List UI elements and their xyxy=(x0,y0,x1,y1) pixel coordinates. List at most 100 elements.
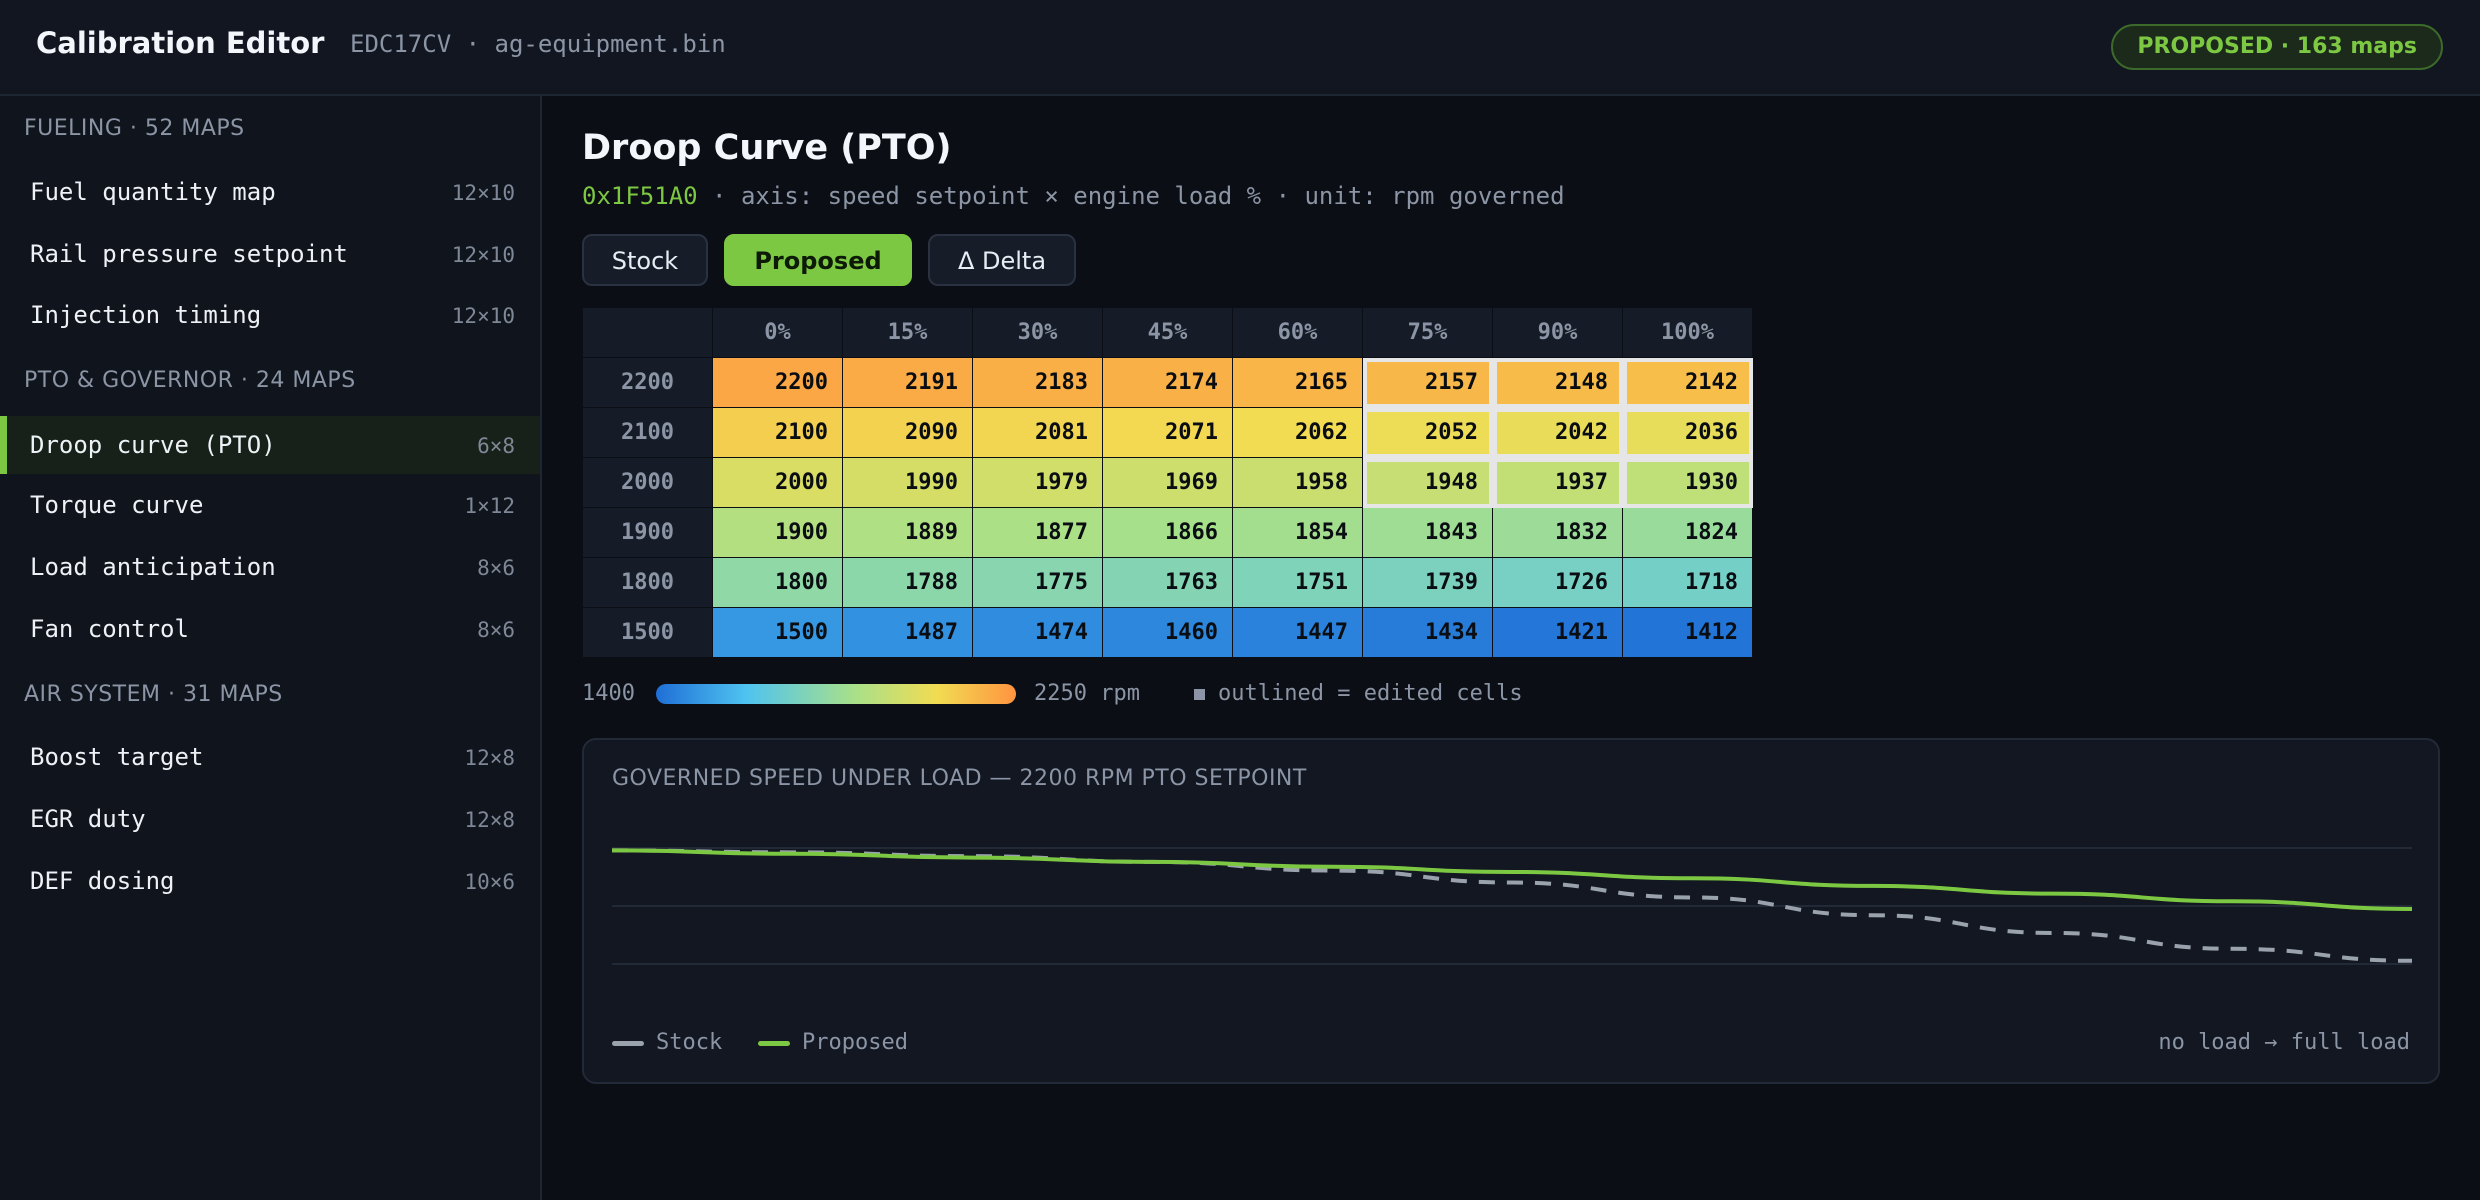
map-cell[interactable]: 1969 xyxy=(1102,457,1233,508)
map-row: 2200 2200 2191 2183 2174 2165 2157 2148 2142 xyxy=(582,357,1753,408)
map-table-body: 2200 2200 2191 2183 2174 2165 2157 2148 2142 2100… xyxy=(582,357,1753,658)
status-badge: PROPOSED · 163 maps xyxy=(2111,24,2443,70)
sidebar-item-egr-duty[interactable]: EGR duty 12×8 xyxy=(0,790,540,848)
map-cell[interactable]: 1751 xyxy=(1232,557,1363,608)
map-meta: 0x1F51A0 · axis: speed setpoint × engine… xyxy=(582,182,1565,210)
active-indicator xyxy=(0,416,7,474)
map-row: 1500 1500 1487 1474 1460 1447 1434 1421 1412 xyxy=(582,607,1753,658)
tab-stock[interactable]: Stock xyxy=(582,234,708,286)
map-cell[interactable]: 1775 xyxy=(972,557,1103,608)
column-header: 90% xyxy=(1492,307,1623,358)
map-cell[interactable]: 1889 xyxy=(842,507,973,558)
map-cell[interactable]: 2183 xyxy=(972,357,1103,408)
map-cell[interactable]: 1474 xyxy=(972,607,1103,658)
tab-proposed[interactable]: Proposed xyxy=(724,234,912,286)
map-cell[interactable]: 1739 xyxy=(1362,557,1493,608)
map-cell[interactable]: 2090 xyxy=(842,407,973,458)
map-cell[interactable]: 1930 xyxy=(1622,457,1753,508)
map-row: 2100 2100 2090 2081 2071 2062 2052 2042 2036 xyxy=(582,407,1753,458)
row-header: 1900 xyxy=(582,507,713,558)
tab-delta[interactable]: Δ Delta xyxy=(928,234,1076,286)
sidebar-section-air-system: AIR SYSTEM · 31 MAPS xyxy=(24,682,283,707)
sidebar-item-load-anticipation[interactable]: Load anticipation 8×6 xyxy=(0,538,540,596)
row-header: 1800 xyxy=(582,557,713,608)
map-cell[interactable]: 1434 xyxy=(1362,607,1493,658)
map-cell[interactable]: 1421 xyxy=(1492,607,1623,658)
map-cell[interactable]: 1460 xyxy=(1102,607,1233,658)
map-cell[interactable]: 1500 xyxy=(712,607,843,658)
sidebar-item-dims: 10×6 xyxy=(464,870,515,894)
column-header: 30% xyxy=(972,307,1103,358)
sidebar-item-dims: 12×8 xyxy=(464,746,515,770)
map-cell[interactable]: 1854 xyxy=(1232,507,1363,558)
column-header: 15% xyxy=(842,307,973,358)
map-cell[interactable]: 2157 xyxy=(1362,357,1493,408)
column-header: 100% xyxy=(1622,307,1753,358)
sidebar-item-rail-pressure-setpoint[interactable]: Rail pressure setpoint 12×10 xyxy=(0,225,540,283)
sidebar-item-injection-timing[interactable]: Injection timing 12×10 xyxy=(0,286,540,344)
map-cell[interactable]: 1726 xyxy=(1492,557,1623,608)
sidebar-item-label: Torque curve xyxy=(30,491,204,519)
sidebar-item-dims: 12×10 xyxy=(451,181,515,205)
map-cell[interactable]: 1866 xyxy=(1102,507,1233,558)
sidebar-item-label: EGR duty xyxy=(30,805,146,833)
map-cell[interactable]: 2165 xyxy=(1232,357,1363,408)
sidebar-item-def-dosing[interactable]: DEF dosing 10×6 xyxy=(0,852,540,910)
map-cell[interactable]: 1800 xyxy=(712,557,843,608)
map-cell[interactable]: 1948 xyxy=(1362,457,1493,508)
map-cell[interactable]: 1937 xyxy=(1492,457,1623,508)
map-cell[interactable]: 2174 xyxy=(1102,357,1233,408)
sidebar-item-dims: 1×12 xyxy=(464,494,515,518)
map-cell[interactable]: 2042 xyxy=(1492,407,1623,458)
sidebar-item-fuel-quantity-map[interactable]: Fuel quantity map 12×10 xyxy=(0,163,540,221)
map-cell[interactable]: 2100 xyxy=(712,407,843,458)
map-cell[interactable]: 2200 xyxy=(712,357,843,408)
sidebar-item-dims: 8×6 xyxy=(477,618,515,642)
map-cell[interactable]: 1824 xyxy=(1622,507,1753,558)
map-cell[interactable]: 1843 xyxy=(1362,507,1493,558)
sidebar-item-droop-curve[interactable]: Droop curve (PTO) 6×8 xyxy=(0,416,540,474)
sidebar-item-torque-curve[interactable]: Torque curve 1×12 xyxy=(0,476,540,534)
map-cell[interactable]: 2081 xyxy=(972,407,1103,458)
edited-cells-note: outlined = edited cells xyxy=(1218,681,1523,706)
map-cell[interactable]: 1487 xyxy=(842,607,973,658)
map-cell[interactable]: 2148 xyxy=(1492,357,1623,408)
column-header: 75% xyxy=(1362,307,1493,358)
map-table: 0% 15% 30% 45% 60% 75% 90% 100% 2200 2200… xyxy=(582,307,1753,658)
map-cell[interactable]: 2071 xyxy=(1102,407,1233,458)
map-cell[interactable]: 1900 xyxy=(712,507,843,558)
column-header: 0% xyxy=(712,307,843,358)
sidebar-item-label: Injection timing xyxy=(30,301,262,329)
sidebar-item-fan-control[interactable]: Fan control 8×6 xyxy=(0,600,540,658)
sidebar-item-dims: 12×10 xyxy=(451,243,515,267)
chart-axis-note: no load → full load xyxy=(2158,1030,2410,1055)
sidebar-item-label: DEF dosing xyxy=(30,867,175,895)
map-cell[interactable]: 1958 xyxy=(1232,457,1363,508)
map-cell[interactable]: 1718 xyxy=(1622,557,1753,608)
map-cell[interactable]: 2036 xyxy=(1622,407,1753,458)
map-cell[interactable]: 1447 xyxy=(1232,607,1363,658)
sidebar-section-fueling: FUELING · 52 MAPS xyxy=(24,116,245,141)
map-cell[interactable]: 1763 xyxy=(1102,557,1233,608)
sidebar-item-label: Fuel quantity map xyxy=(30,178,276,206)
map-cell[interactable]: 1412 xyxy=(1622,607,1753,658)
map-cell[interactable]: 1788 xyxy=(842,557,973,608)
map-cell[interactable]: 2142 xyxy=(1622,357,1753,408)
map-cell[interactable]: 2062 xyxy=(1232,407,1363,458)
map-cell[interactable]: 1979 xyxy=(972,457,1103,508)
scale-min-label: 1400 xyxy=(582,681,635,706)
map-cell[interactable]: 1990 xyxy=(842,457,973,508)
map-cell[interactable]: 2000 xyxy=(712,457,843,508)
map-table-corner xyxy=(582,307,713,358)
sidebar-item-label: Boost target xyxy=(30,743,204,771)
map-cell[interactable]: 1832 xyxy=(1492,507,1623,558)
sidebar-item-boost-target[interactable]: Boost target 12×8 xyxy=(0,728,540,786)
map-cell[interactable]: 2191 xyxy=(842,357,973,408)
map-row: 1900 1900 1889 1877 1866 1854 1843 1832 1824 xyxy=(582,507,1753,558)
map-cell[interactable]: 2052 xyxy=(1362,407,1493,458)
map-cell[interactable]: 1877 xyxy=(972,507,1103,558)
map-address: 0x1F51A0 xyxy=(582,182,698,210)
chart-panel: GOVERNED SPEED UNDER LOAD — 2200 RPM PTO… xyxy=(582,738,2440,1084)
legend-stock-label: Stock xyxy=(656,1030,723,1055)
legend-proposed-label: Proposed xyxy=(802,1030,908,1055)
